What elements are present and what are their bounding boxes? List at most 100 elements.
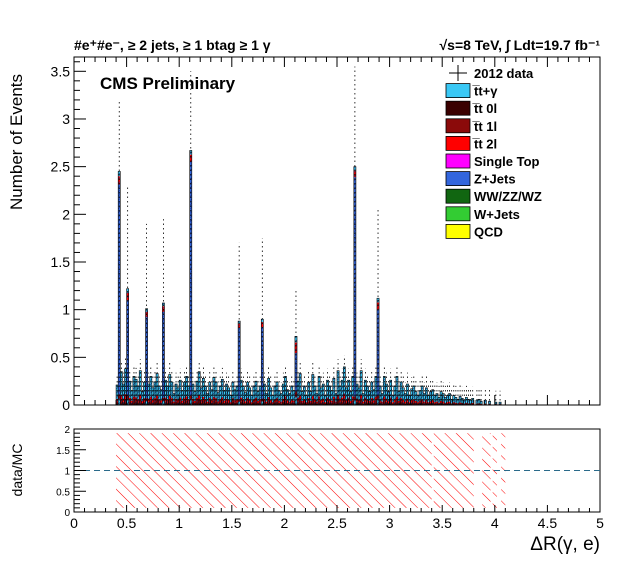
mc-uncertainty-hatch [160, 390, 162, 405]
bin-60 [255, 381, 257, 405]
mc-uncertainty-hatch [196, 381, 198, 405]
legend-swatch [446, 101, 470, 115]
legend-swatch [446, 207, 470, 221]
mc-uncertainty-hatch [234, 390, 236, 405]
x-axis-label: ΔR(γ, e) [530, 534, 600, 555]
legend-swatch [446, 119, 470, 133]
bin-109 [364, 380, 366, 405]
bin-18 [160, 390, 162, 405]
mc-uncertainty-hatch [194, 392, 196, 405]
legend-label: Z+Jets [474, 172, 516, 187]
legend-entry-9: QCD [446, 224, 503, 239]
mc-uncertainty-hatch [129, 381, 131, 405]
x-tick-label: 2 [281, 515, 289, 531]
bin-74 [287, 390, 289, 405]
bin-19 [164, 380, 166, 405]
legend-entry-8: W+Jets [446, 207, 520, 222]
bin-32 [194, 392, 196, 405]
cms-label: CMS Preliminary [100, 74, 236, 93]
legend-swatch [446, 136, 470, 150]
mc-uncertainty-hatch [164, 380, 166, 405]
bin-27 [181, 391, 183, 405]
bin-103 [350, 392, 352, 405]
legend-label: WW/ZZ/WZ [474, 189, 542, 204]
mc-uncertainty-hatch [127, 289, 129, 405]
bin-10 [141, 392, 143, 405]
mc-uncertainty-hatch [278, 391, 280, 405]
ratio-y-axis-label: data/MC [9, 444, 25, 497]
bin-94 [331, 391, 333, 405]
mc-uncertainty-hatch [373, 390, 375, 405]
main-panel-frame [74, 57, 600, 405]
y-tick-label: 0 [62, 397, 70, 413]
mc-uncertainty-hatch [217, 393, 219, 405]
bin-43 [217, 393, 219, 405]
bin-132 [415, 392, 417, 405]
mc-uncertainty-hatch [310, 392, 312, 405]
mc-uncertainty-hatch [350, 392, 352, 405]
main-panel: 00.511.522.533.5 CMS Preliminary Number … [7, 57, 600, 413]
x-tick-label: 5 [596, 515, 604, 531]
bin-84 [310, 392, 312, 405]
legend-swatch [446, 172, 470, 186]
y-tick-label: 0.5 [51, 349, 71, 365]
bin-70 [278, 391, 280, 405]
mc-uncertainty-hatch [287, 390, 289, 405]
x-tick-label: 4 [491, 515, 499, 531]
legend-entry-5: Single Top [446, 154, 540, 169]
bin-61 [257, 392, 259, 405]
bin-99 [341, 380, 343, 405]
x-tick-label: 1 [175, 515, 183, 531]
mc-uncertainty-hatch [257, 392, 259, 405]
legend-swatch [446, 154, 470, 168]
bin-51 [234, 390, 236, 405]
x-tick-label: 0.5 [117, 515, 137, 531]
ratio-y-tick-label: 1 [64, 467, 70, 478]
plot-title-left: #e⁺#e⁻, ≥ 2 jets, ≥ 1 btag ≥ 1 γ [74, 37, 271, 53]
ratio-y-tick-label: 0.5 [56, 487, 70, 498]
legend-label: t̅t+γ [472, 84, 498, 99]
bin-33 [196, 381, 198, 405]
y-axis-label: Number of Events [7, 74, 26, 210]
bin-5 [131, 391, 133, 405]
ratio-y-tick-label: 2 [64, 425, 70, 436]
x-tick-label: 3 [386, 515, 394, 531]
legend-label: t̅t 2l [472, 136, 497, 151]
ratio-y-tick-label: 1.5 [56, 446, 70, 457]
x-tick-label: 2.5 [327, 515, 347, 531]
mc-uncertainty-hatch [255, 381, 257, 405]
legend-label: t̅t 1l [472, 119, 497, 134]
y-tick-label: 1.5 [51, 254, 71, 270]
legend-swatch [446, 224, 470, 238]
y-tick-label: 1 [62, 302, 70, 318]
mc-uncertainty-hatch [141, 392, 143, 405]
legend-label: W+Jets [474, 207, 520, 222]
mc-uncertainty-hatch [223, 391, 225, 405]
mc-uncertainty-hatch [244, 393, 246, 405]
bin-78 [297, 381, 299, 405]
mc-uncertainty-hatch [131, 391, 133, 405]
mc-uncertainty-hatch [341, 380, 343, 405]
y-tick-label: 2 [62, 206, 70, 222]
bin-113 [373, 390, 375, 405]
plot-title-right: √s=8 TeV, ∫ Ldt=19.7 fb⁻¹ [439, 37, 600, 54]
y-tick-label: 3.5 [51, 63, 71, 79]
mc-uncertainty-hatch [364, 380, 366, 405]
legend-label: t̅t 0l [472, 101, 497, 116]
mc-uncertainty-hatch [331, 391, 333, 405]
bin-80 [301, 392, 303, 405]
legend-swatch [446, 189, 470, 203]
mc-uncertainty-hatch [297, 381, 299, 405]
legend-label: 2012 data [474, 66, 534, 81]
mc-uncertainty-hatch [415, 392, 417, 405]
y-tick-label: 2.5 [51, 159, 71, 175]
mc-uncertainty-hatch [301, 392, 303, 405]
mc-uncertainty-hatch [181, 391, 183, 405]
tall-bin-1 [127, 289, 129, 405]
x-tick-label: 0 [70, 515, 78, 531]
bin-55 [244, 393, 246, 405]
legend-label: Single Top [474, 154, 540, 169]
